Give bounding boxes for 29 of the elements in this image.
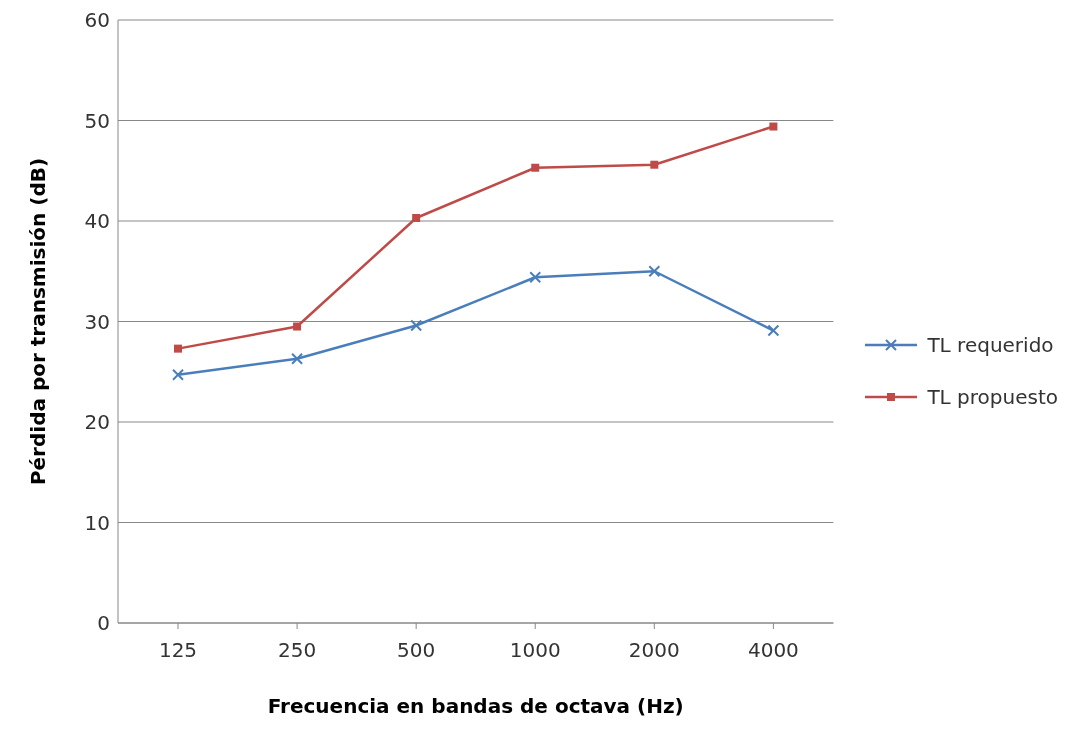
y-tick-label: 0 xyxy=(97,611,110,636)
x-tick-label: 500 xyxy=(397,638,436,663)
x-tick-label: 4000 xyxy=(747,638,799,663)
y-tick-label: 50 xyxy=(84,108,110,133)
point xyxy=(648,265,661,278)
y-tick-label: 30 xyxy=(84,309,110,334)
legend-label: TL propuesto xyxy=(927,384,1058,409)
legend-label: TL requerido xyxy=(927,332,1054,357)
y-tick-label: 20 xyxy=(84,410,110,435)
y-tick-label: 40 xyxy=(84,209,110,234)
point xyxy=(410,319,423,332)
point xyxy=(767,324,780,337)
x-tick-label: 125 xyxy=(158,638,198,663)
x-tick-label: 2000 xyxy=(628,638,680,663)
point xyxy=(291,352,304,365)
point xyxy=(412,213,421,222)
x-axis-title: Frecuencia en bandas de octava (Hz) xyxy=(267,694,684,718)
point xyxy=(531,163,540,172)
point xyxy=(174,344,182,353)
point xyxy=(650,160,659,169)
y-tick-label: 10 xyxy=(84,510,110,535)
point xyxy=(529,271,542,284)
point xyxy=(769,122,778,131)
x-tick-label: 1000 xyxy=(509,638,561,663)
point xyxy=(293,322,302,331)
y-tick-label: 60 xyxy=(84,8,110,33)
x-tick-label: 250 xyxy=(277,638,317,663)
point xyxy=(172,368,184,381)
y-axis-title: Pérdida por transmisión (dB) xyxy=(26,157,51,486)
